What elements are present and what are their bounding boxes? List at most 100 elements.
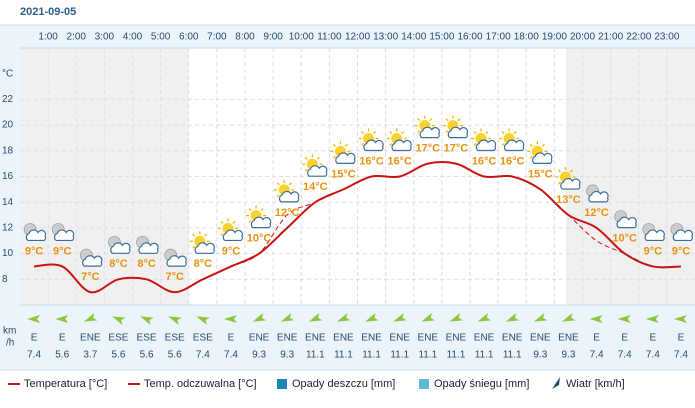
wind-arrow <box>477 313 492 322</box>
sun-ray <box>417 118 421 122</box>
weather-icon <box>108 235 131 254</box>
sun-ray <box>304 156 308 160</box>
wind-arrow <box>140 316 154 325</box>
sun-ray <box>429 118 433 122</box>
sun-ray <box>276 194 280 198</box>
sun-ray <box>192 233 196 237</box>
temp-label: 8°C <box>194 258 213 270</box>
x-tick-label: 14:00 <box>401 32 426 43</box>
wind-speed: 5.6 <box>168 350 182 361</box>
cloud <box>307 165 328 177</box>
weather-icon <box>471 128 497 152</box>
cloud <box>250 216 272 229</box>
weather-icon <box>670 223 694 242</box>
cloud <box>166 255 187 267</box>
wind-direction: ENE <box>333 333 354 344</box>
wind-speed: 3.7 <box>83 350 97 361</box>
sun-ray <box>389 142 393 147</box>
arrow-shape <box>27 315 41 323</box>
wind-speed: 11.1 <box>390 350 409 361</box>
wind-speed: 5.6 <box>111 350 125 361</box>
wind-speed: 5.6 <box>55 350 69 361</box>
date: 2021-09-05 <box>20 6 76 18</box>
cloud <box>419 126 440 139</box>
temp-label: 15°C <box>528 168 553 180</box>
cloud <box>25 229 47 242</box>
sun-ray <box>361 142 365 147</box>
x-tick-label: 4:00 <box>123 32 143 43</box>
arrow-shape <box>336 313 351 322</box>
arrow-shape <box>477 313 492 322</box>
x-tick-label: 1:00 <box>38 32 58 43</box>
weather-icon <box>527 141 553 164</box>
sun-ray <box>513 130 517 135</box>
wind-arrow <box>589 315 603 323</box>
sun-ray <box>501 142 505 147</box>
weather-icon <box>555 167 581 190</box>
temp-label: 9°C <box>672 245 691 257</box>
series-line <box>34 161 681 293</box>
temp-label: 10°C <box>247 233 272 245</box>
wind-arrow <box>421 313 435 322</box>
wind-direction: E <box>31 333 38 344</box>
temp-label: 8°C <box>109 258 128 270</box>
temp-label: 17°C <box>416 143 441 155</box>
wind-speed: 11.1 <box>475 350 494 361</box>
wind-direction: ENE <box>80 333 101 344</box>
arrow-shape <box>365 313 379 322</box>
wind-speed: 7.4 <box>196 350 210 361</box>
sun-ray <box>473 130 477 135</box>
legend-swatch <box>419 379 429 389</box>
sun-ray <box>316 156 320 160</box>
x-tick-label: 18:00 <box>514 32 539 43</box>
x-tick-label: 10:00 <box>289 32 314 43</box>
legend-label: Opady śniegu [mm] <box>434 378 529 390</box>
wind-arrow <box>505 313 520 322</box>
weather-icon <box>23 223 47 242</box>
arrow-shape <box>280 313 295 322</box>
legend-swatch <box>277 379 287 389</box>
sun-ray <box>445 130 449 134</box>
sun-ray <box>569 169 573 173</box>
sun-ray <box>529 155 533 159</box>
temp-label: 12°C <box>584 207 609 219</box>
temp-label: 10°C <box>612 233 637 245</box>
wind-direction: ENE <box>361 333 382 344</box>
wind-arrow <box>27 315 41 323</box>
temp-label: 9°C <box>53 245 72 257</box>
weather-icon <box>51 223 75 242</box>
cloud <box>447 126 469 139</box>
cloud <box>278 190 300 203</box>
weather-icon <box>136 235 159 254</box>
y-tick-label: 22 <box>2 94 14 105</box>
wind-speed: 7.4 <box>224 350 238 361</box>
wind-direction: ENE <box>446 333 467 344</box>
wind-speed: 7.4 <box>674 350 688 361</box>
x-tick-label: 20:00 <box>570 32 595 43</box>
wind-speed: 11.1 <box>362 350 381 361</box>
cloud <box>138 242 159 254</box>
legend-label: Temperatura [°C] <box>24 378 107 390</box>
wind-direction: ENE <box>305 333 326 344</box>
sun-ray <box>557 169 561 173</box>
x-tick-label: 13:00 <box>373 32 398 43</box>
arrow-shape <box>589 315 603 323</box>
sun-ray <box>457 118 461 122</box>
sun-ray <box>260 208 264 212</box>
wind-direction: E <box>59 333 66 344</box>
wind-direction: E <box>649 333 656 344</box>
sun-ray <box>473 142 477 147</box>
temp-label: 8°C <box>137 258 156 270</box>
wind-arrow <box>308 313 323 322</box>
arrow-shape <box>223 315 237 323</box>
arrow-shape <box>140 316 154 325</box>
arrow-shape <box>617 315 631 323</box>
wind-speed: 9.3 <box>561 350 575 361</box>
x-tick-label: 8:00 <box>235 32 255 43</box>
wind-direction: ENE <box>530 333 551 344</box>
sun-ray <box>276 182 280 186</box>
wind-direction: E <box>621 333 628 344</box>
sun-ray <box>529 143 533 147</box>
weather-icon <box>217 218 244 242</box>
wind-speed: 11.1 <box>334 350 353 361</box>
